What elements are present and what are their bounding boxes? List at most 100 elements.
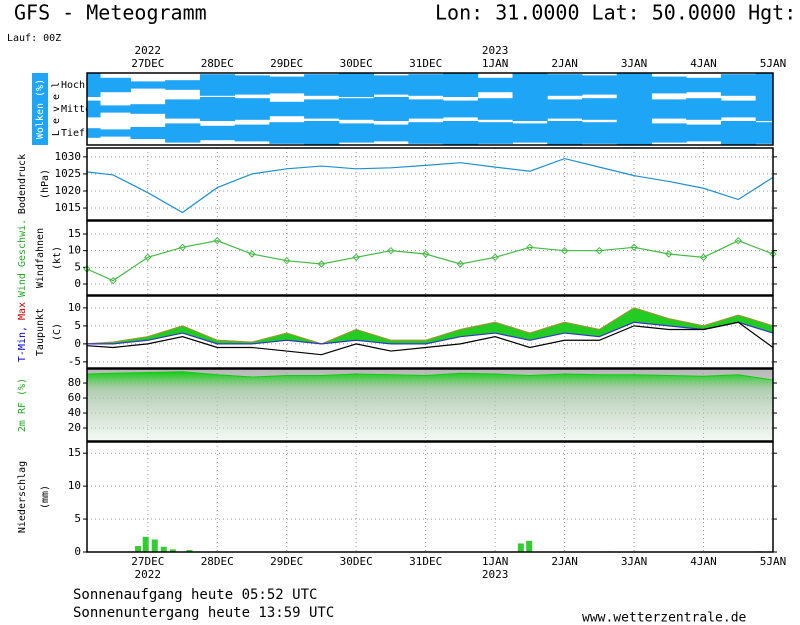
cloud-cover bbox=[651, 99, 687, 119]
x-tick-label: 5JAN bbox=[760, 57, 787, 70]
cloud-cover bbox=[87, 100, 101, 118]
x-tick-label: 1JAN bbox=[482, 555, 509, 568]
data-point bbox=[630, 243, 638, 252]
cloud-cover bbox=[130, 127, 166, 139]
data-line bbox=[86, 157, 774, 214]
y-tick-label: 0 bbox=[74, 545, 81, 558]
cloud-cover bbox=[100, 77, 131, 93]
axis-label: Bodendruck bbox=[17, 154, 28, 214]
data-point bbox=[248, 250, 256, 258]
cloud-cover bbox=[547, 121, 583, 145]
axis-label-part: T-Min, bbox=[17, 326, 28, 362]
precip-bar bbox=[151, 539, 158, 552]
axis-label: (hPa) bbox=[40, 169, 51, 199]
axis-label: Wind Geschwi. bbox=[17, 219, 28, 297]
cloud-cover bbox=[304, 121, 340, 145]
data-point bbox=[283, 256, 291, 265]
x-tick-label: 27DEC bbox=[131, 555, 164, 568]
data-point bbox=[456, 260, 465, 268]
y-tick-label: 5 bbox=[74, 260, 81, 273]
precip-bar bbox=[526, 540, 533, 552]
cloud-cover bbox=[338, 98, 375, 120]
y-tick-label: -5 bbox=[68, 355, 81, 368]
axis-label-part: (mm) bbox=[40, 485, 51, 509]
cloud-cover bbox=[755, 122, 774, 144]
y-tick-label: 1015 bbox=[55, 201, 82, 214]
cloud-cover bbox=[477, 122, 513, 144]
cloud-cover bbox=[269, 76, 305, 94]
x-tick-label: 31DEC bbox=[409, 555, 442, 568]
data-point bbox=[665, 250, 673, 258]
data-point bbox=[144, 253, 152, 262]
cloud-cover bbox=[651, 76, 687, 94]
y-tick-label: 1020 bbox=[55, 184, 82, 197]
axis-label-part: (C) bbox=[52, 323, 63, 341]
axis-label: T-Min, Max bbox=[17, 302, 28, 362]
data-point bbox=[387, 246, 395, 255]
level-label: Hoch bbox=[61, 80, 85, 91]
rh-area bbox=[86, 371, 774, 442]
data-line bbox=[86, 240, 774, 282]
level-label: Mittel bbox=[61, 104, 97, 115]
cloud-cover bbox=[165, 99, 201, 119]
y-tick-label: 15 bbox=[68, 446, 81, 459]
axis-label: Taupunkt bbox=[35, 308, 46, 356]
cloud-cover bbox=[130, 104, 166, 114]
axis-label-part: L e v e l bbox=[51, 82, 62, 136]
x-tick-label: 30DEC bbox=[340, 555, 373, 568]
data-line bbox=[86, 307, 774, 345]
data-point bbox=[699, 253, 708, 262]
level-label: Tief bbox=[61, 128, 85, 139]
precip-bar bbox=[517, 543, 524, 552]
y-tick-label: 1025 bbox=[55, 167, 82, 180]
precip-bar bbox=[160, 546, 167, 552]
axis-label: (C) bbox=[52, 323, 63, 341]
data-point bbox=[491, 253, 499, 262]
axis-label-part: Niederschlag bbox=[17, 461, 28, 533]
data-point bbox=[352, 253, 360, 262]
axis-label-part: 2m RF (%) bbox=[17, 378, 28, 432]
cloud-cover bbox=[199, 125, 236, 141]
data-point bbox=[595, 246, 604, 255]
axis-label-part: (hPa) bbox=[40, 169, 51, 199]
cloud-cover bbox=[686, 98, 722, 120]
cloud-cover bbox=[234, 75, 270, 95]
cloud-cover bbox=[234, 98, 270, 120]
cloud-cover bbox=[755, 73, 774, 97]
cloud-cover bbox=[651, 123, 687, 143]
cloud-cover bbox=[199, 97, 236, 121]
x-tick-label: 4JAN bbox=[690, 555, 717, 568]
source: www.wetterzentrale.de bbox=[582, 611, 747, 625]
x-tick-label: 28DEC bbox=[201, 57, 234, 70]
x-tick-label: 31DEC bbox=[409, 57, 442, 70]
precip-bar bbox=[135, 546, 142, 552]
axis-label-part: Wolken (%) bbox=[35, 79, 46, 139]
cloud-cover bbox=[616, 73, 652, 97]
cloud-cover bbox=[373, 75, 409, 95]
x-tick-label: 3JAN bbox=[621, 57, 648, 70]
panel-frame bbox=[86, 72, 774, 146]
location: Lon: 31.0000 Lat: 50.0000 Hgt: 1 bbox=[435, 1, 800, 25]
label-background bbox=[32, 73, 48, 145]
axis-label-part: Bodendruck bbox=[17, 154, 28, 214]
y-tick-label: 40 bbox=[68, 406, 81, 419]
panel-frame bbox=[86, 368, 774, 442]
cloud-cover bbox=[338, 73, 375, 97]
x-tick-label: 28DEC bbox=[201, 555, 234, 568]
data-point bbox=[560, 246, 569, 255]
cloud-cover bbox=[581, 98, 618, 120]
cloud-cover bbox=[199, 74, 236, 96]
axis-label: 2m RF (%) bbox=[17, 378, 28, 432]
axis-label: Wolken (%) bbox=[35, 79, 46, 139]
data-point bbox=[317, 260, 326, 268]
axis-label: (kt) bbox=[52, 246, 63, 270]
cloud-cover bbox=[720, 100, 757, 118]
panel-frame bbox=[86, 441, 774, 553]
data-point bbox=[109, 276, 117, 285]
cloud-cover bbox=[87, 73, 101, 97]
y-tick-label: 0 bbox=[74, 337, 81, 350]
sunrise: Sonnenaufgang heute 05:52 UTC bbox=[73, 587, 317, 603]
cloud-cover bbox=[720, 121, 757, 145]
x-tick-label: 2JAN bbox=[551, 555, 578, 568]
data-point bbox=[734, 236, 742, 245]
